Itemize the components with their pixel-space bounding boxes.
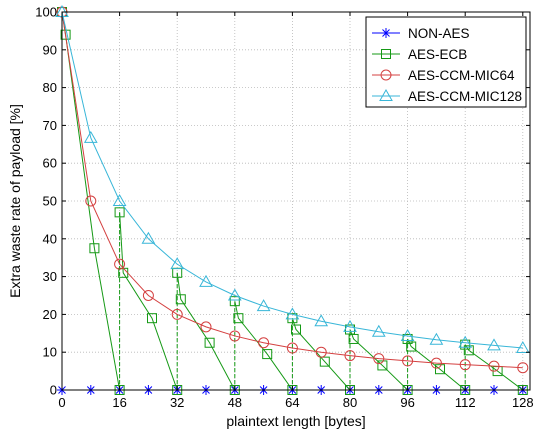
data-point <box>233 313 244 324</box>
legend-box <box>365 16 527 108</box>
data-point <box>229 296 240 307</box>
data-point <box>487 338 501 351</box>
data-point <box>343 319 357 332</box>
series-line <box>61 11 524 391</box>
data-point <box>262 349 273 360</box>
data-point <box>256 299 271 312</box>
data-point <box>458 335 473 348</box>
data-point <box>287 313 298 324</box>
data-point <box>515 341 530 354</box>
y-tick-label: 40 <box>43 231 57 246</box>
data-point <box>114 258 126 270</box>
series-aes-ccm-mic128 <box>55 4 530 354</box>
data-point <box>175 294 186 305</box>
legend-entry: AES-ECB <box>408 47 467 62</box>
data-point <box>112 193 127 206</box>
x-tick-label: 32 <box>170 395 184 410</box>
data-point <box>171 308 183 320</box>
legend-entry: AES-CCM-MIC128 <box>408 89 522 104</box>
y-tick-label: 10 <box>43 345 57 360</box>
data-point <box>89 243 100 254</box>
y-tick-label: 0 <box>50 383 57 398</box>
data-point <box>371 324 386 337</box>
legend-entry: AES-CCM-MIC64 <box>408 68 515 83</box>
series-line <box>61 11 523 369</box>
data-point <box>400 328 415 341</box>
series-group <box>55 4 530 395</box>
data-point <box>463 345 474 356</box>
x-tick-label: 48 <box>228 395 242 410</box>
data-point <box>286 342 298 354</box>
data-point <box>402 333 413 344</box>
y-tick-label: 30 <box>43 269 57 284</box>
data-point <box>60 29 71 40</box>
legend-marker <box>381 28 391 38</box>
y-tick-label: 80 <box>43 80 57 95</box>
legend-marker <box>381 49 391 59</box>
data-point <box>377 360 388 371</box>
y-tick-label: 20 <box>43 307 57 322</box>
data-point <box>227 288 242 301</box>
data-point <box>429 332 444 345</box>
data-point <box>85 195 97 207</box>
data-point <box>83 130 98 143</box>
y-axis-label: Extra waste rate of payload [%] <box>7 104 23 298</box>
x-tick-label: 96 <box>400 395 414 410</box>
data-point <box>517 362 529 374</box>
x-tick-label: 112 <box>455 395 476 410</box>
data-point <box>402 355 414 367</box>
data-point <box>373 353 385 365</box>
data-point <box>488 360 500 372</box>
x-tick-label: 16 <box>112 395 126 410</box>
y-tick-label: 90 <box>43 42 57 57</box>
data-point <box>314 314 329 327</box>
y-tick-label: 60 <box>43 156 57 171</box>
data-point <box>258 337 270 349</box>
data-point <box>435 364 445 375</box>
data-point <box>114 207 125 218</box>
data-point <box>315 346 327 358</box>
x-tick-label: 64 <box>285 395 299 410</box>
data-point <box>200 321 212 333</box>
x-tick-label: 128 <box>512 395 534 410</box>
data-point <box>204 337 215 348</box>
data-point <box>291 324 301 335</box>
data-point <box>459 359 471 371</box>
data-point <box>141 231 156 244</box>
data-point <box>142 290 154 301</box>
data-point <box>348 333 359 344</box>
data-point <box>147 313 157 324</box>
x-axis-label: plaintext length [bytes] <box>226 413 365 429</box>
y-tick-label: 100 <box>35 5 57 20</box>
series-line <box>61 11 523 349</box>
data-point <box>199 274 213 287</box>
x-tick-label: 80 <box>343 395 357 410</box>
y-tick-label: 50 <box>43 194 57 209</box>
data-point <box>406 341 417 352</box>
data-point <box>285 307 300 320</box>
legend-marker <box>379 88 393 101</box>
data-point <box>430 357 442 369</box>
legend-entry: NON-AES <box>408 26 470 41</box>
data-point <box>229 330 241 342</box>
legend: NON-AES AES-ECB AES-CCM-MIC64 AES-CCM-MIC12… <box>365 16 527 108</box>
data-point <box>170 257 185 270</box>
data-point <box>319 356 330 367</box>
x-tick-label: 0 <box>58 395 65 410</box>
legend-marker <box>380 69 392 81</box>
ecb-drop-lines <box>119 212 466 390</box>
y-tick-label: 70 <box>43 118 57 133</box>
axis-ticks: 0 16 32 48 64 80 96 112 128 0 10 20 30 40 50 60 70 80 90 10… <box>35 5 533 411</box>
data-point <box>344 350 356 362</box>
